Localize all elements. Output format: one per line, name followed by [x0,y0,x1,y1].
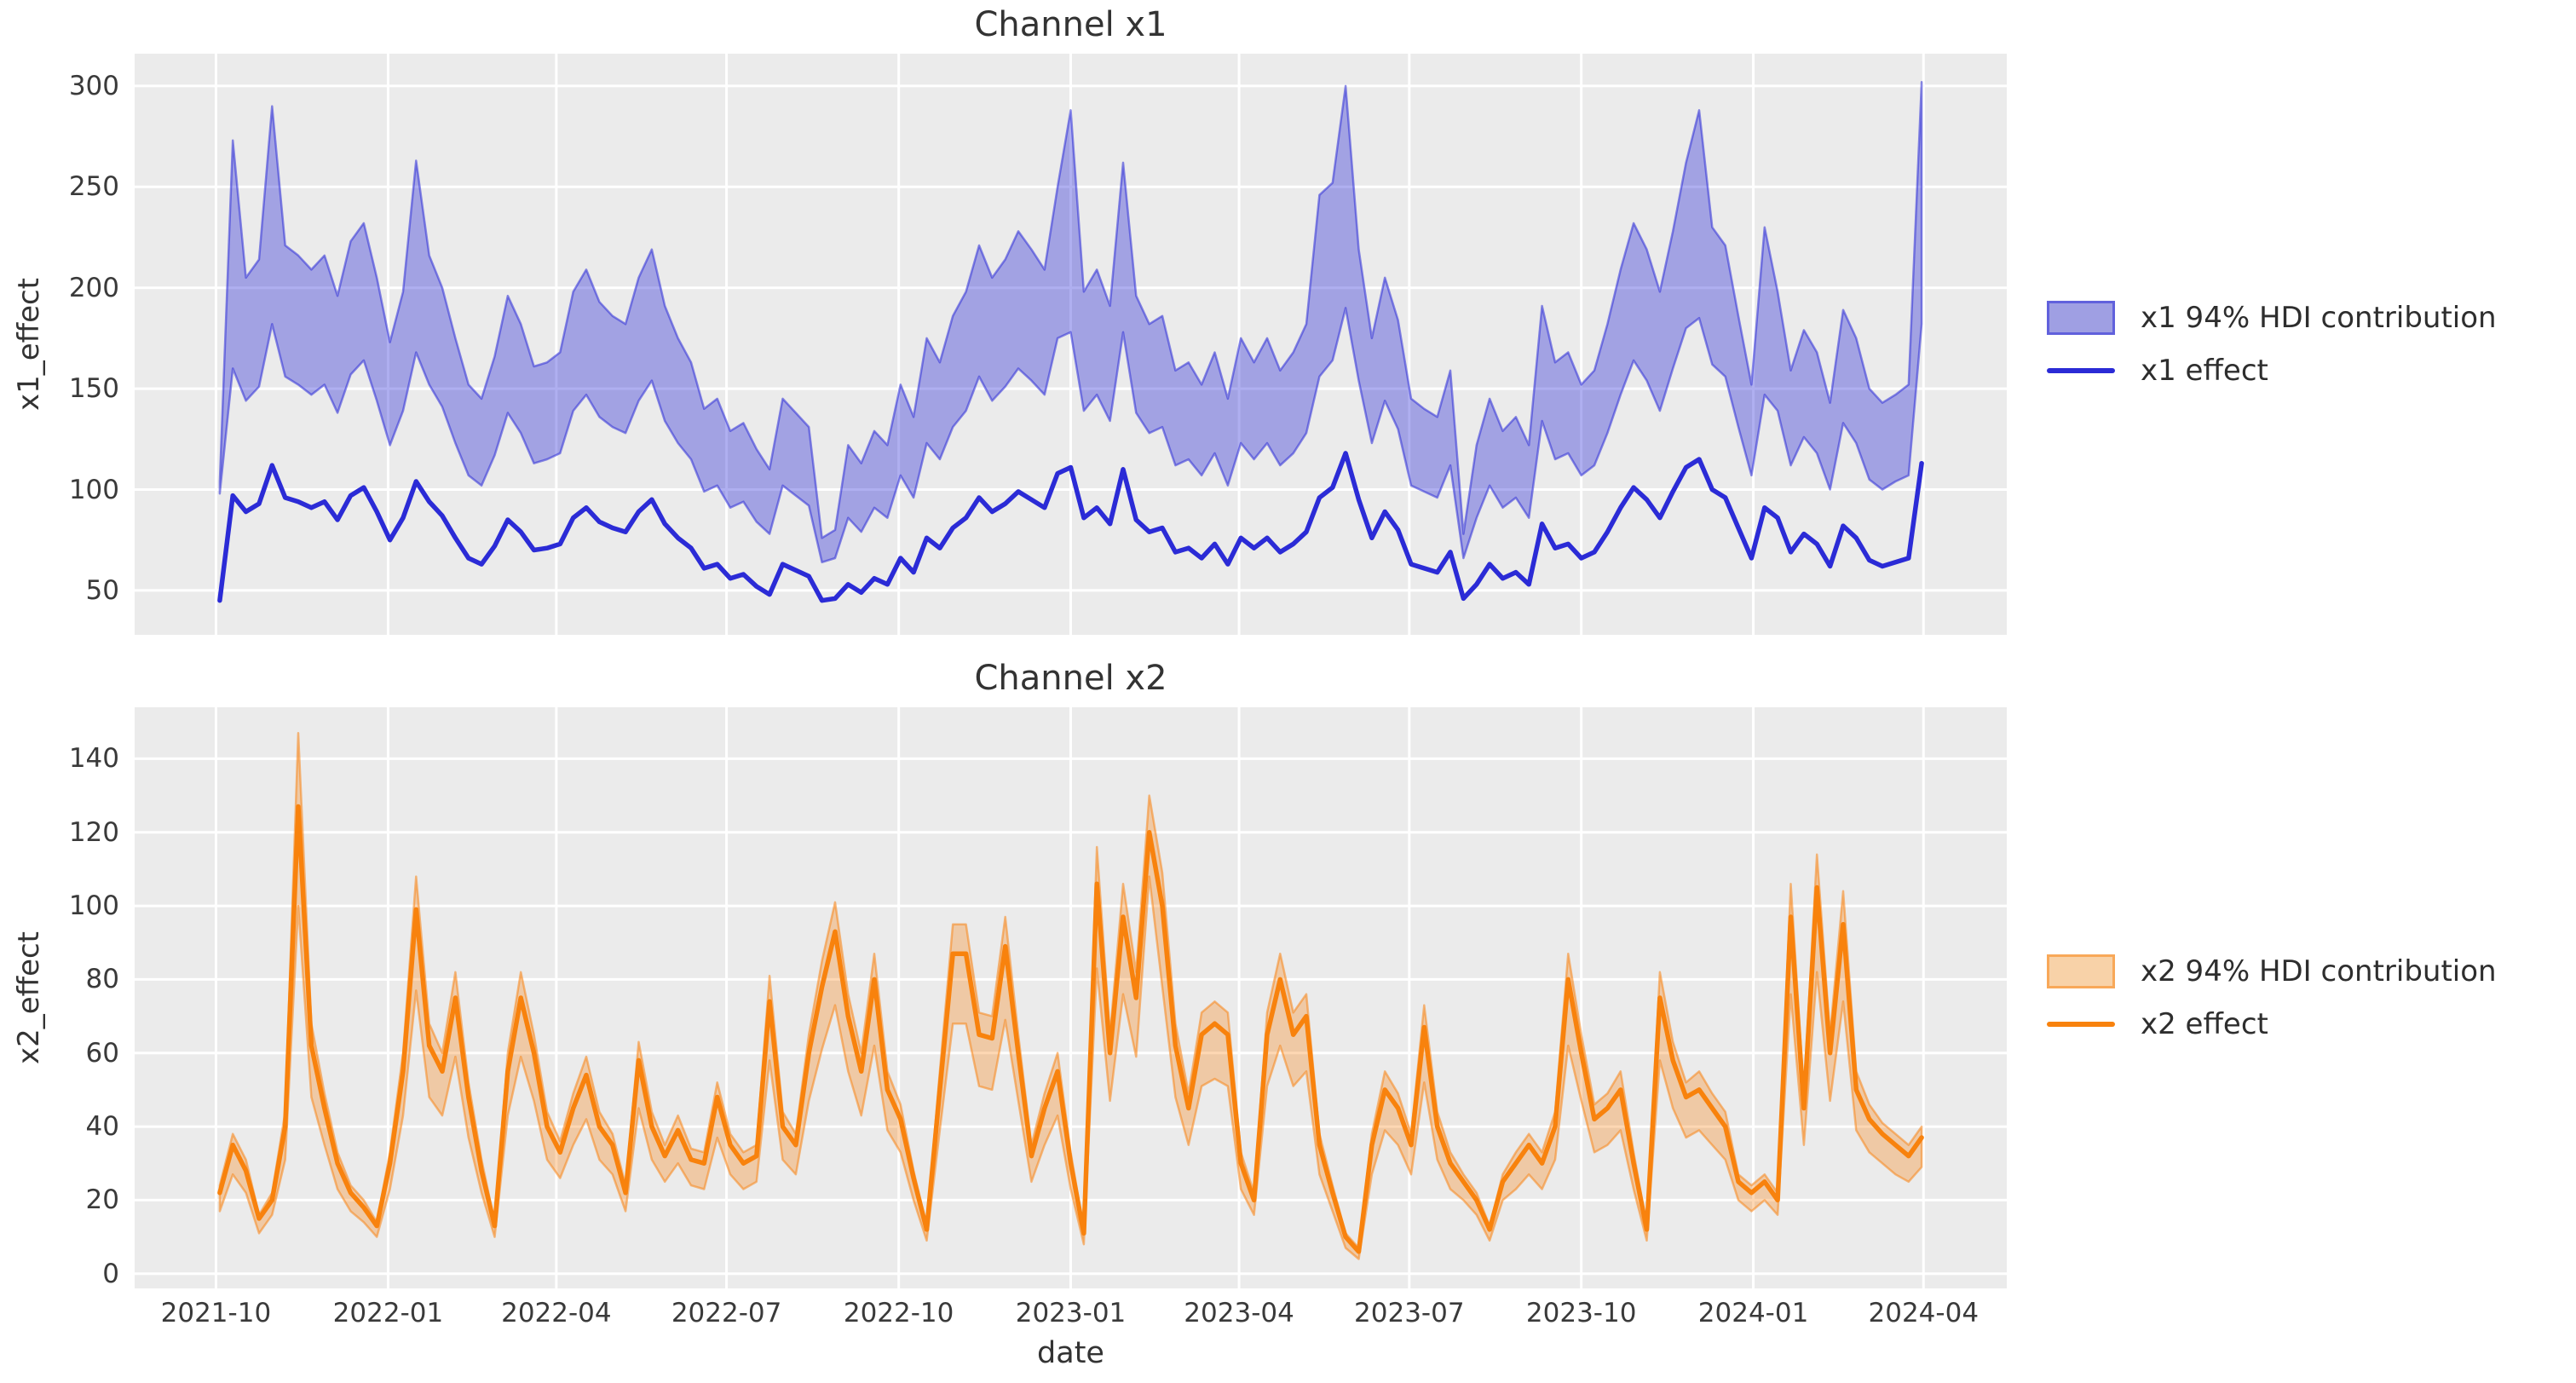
x-tick-label: 2022-07 [671,1298,782,1328]
x-tick-label: 2022-04 [501,1298,612,1328]
y-tick-label: 80 [85,964,119,995]
x-tick-label: 2024-01 [1697,1298,1809,1328]
x-tick-label: 2022-10 [843,1298,954,1328]
y-tick-label: 200 [68,272,119,303]
legend-row-x2-line: x2 effect [2047,1006,2497,1042]
legend-row-x1-band: x1 94% HDI contribution [2047,300,2497,336]
legend-x1: x1 94% HDI contribution x1 effect [2047,300,2497,389]
y-tick-label: 140 [68,743,119,775]
chart-title-x2: Channel x2 [974,659,1167,698]
y-tick-label: 250 [68,171,119,203]
x-tick-label: 2022-01 [332,1298,444,1328]
y-tick-label: 40 [85,1111,119,1143]
legend-row-x1-line: x1 effect [2047,353,2497,389]
line-swatch-x2 [2047,1022,2115,1027]
x-tick-label: 2023-10 [1525,1298,1637,1328]
legend-label-x2-line: x2 effect [2141,1007,2268,1041]
x-tick-label: 2021-10 [160,1298,272,1328]
y-tick-label: 300 [68,70,119,101]
y-axis-label-x1: x1_effect [12,277,46,412]
plot-area-x1: 50 100 150 200 250 300 [69,54,2007,635]
legend-label-x1-line: x1 effect [2141,354,2268,388]
y-tick-label: 150 [68,373,119,405]
y-tick-label: 120 [68,816,119,848]
y-axis-label-x2: x2_effect [12,931,46,1065]
line-swatch-x1 [2047,368,2115,373]
band-swatch-x1 [2047,301,2115,335]
y-tick-label: 0 [102,1258,119,1289]
y-tick-label: 60 [85,1037,119,1069]
legend-row-x2-band: x2 94% HDI contribution [2047,954,2497,989]
y-tick-label: 20 [85,1184,119,1216]
plot-area-x2: 0 20 40 60 80 100 120 140 2021-10 2022-01 2022-04 2… [69,707,2007,1328]
chart-title-x1: Channel x1 [974,5,1167,44]
y-tick-label: 50 [85,574,119,606]
legend-label-x1-band: x1 94% HDI contribution [2141,301,2497,335]
y-tick-label: 100 [68,474,119,505]
x-tick-label: 2023-01 [1015,1298,1127,1328]
y-tick-label: 100 [68,890,119,922]
x-tick-label: 2023-07 [1354,1298,1465,1328]
legend-label-x2-band: x2 94% HDI contribution [2141,954,2497,988]
band-swatch-x2 [2047,954,2115,988]
x-tick-label: 2024-04 [1868,1298,1980,1328]
x-tick-label: 2023-04 [1184,1298,1294,1328]
x-axis-label: date [1037,1336,1104,1370]
legend-x2: x2 94% HDI contribution x2 effect [2047,954,2497,1042]
